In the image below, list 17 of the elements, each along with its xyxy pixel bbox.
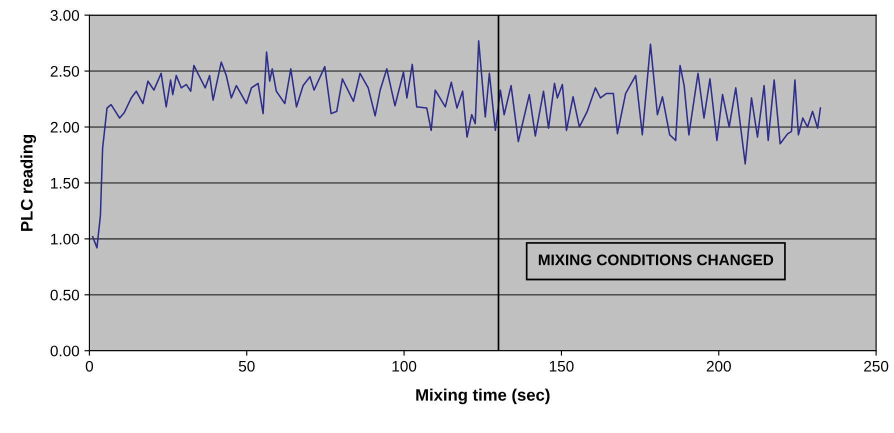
x-tick-label: 200 [706,360,731,372]
y-tick-label: 0.00 [50,346,80,356]
y-tick-label: 1.00 [51,234,80,245]
y-tick-label: 2.50 [50,66,80,77]
y-axis-title: PLC reading [20,134,36,231]
y-tick-label: 2.00 [50,122,80,133]
line-series [92,40,822,249]
x-axis-title: Mixing time (sec) [416,388,550,404]
x-tick-label: 250 [864,360,888,372]
y-tick-label: 0.50 [50,290,80,300]
y-tick-label: 1.50 [51,178,80,189]
x-tick-label: 50 [238,360,255,372]
annotation: MIXING CONDITIONS CHANGED [538,254,774,266]
x-tick-label: 100 [392,360,416,372]
x-tick-label: 150 [550,360,574,372]
y-tick-label: 3.00 [50,10,80,21]
x-tick-label: 0 [86,360,94,372]
